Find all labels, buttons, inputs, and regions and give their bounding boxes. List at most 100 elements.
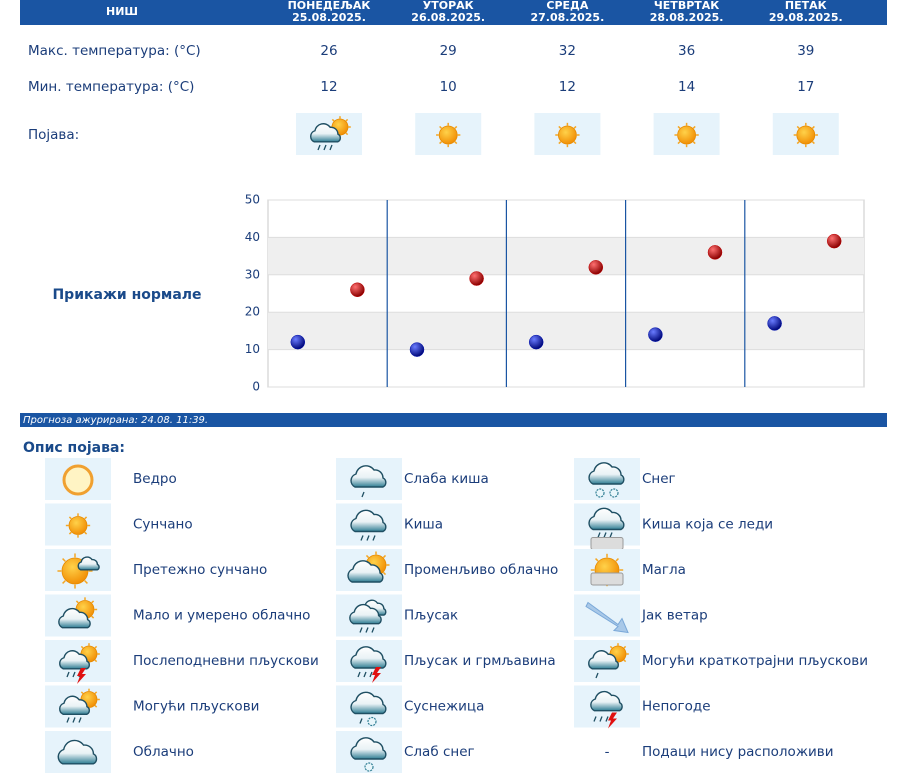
legend-label: Могући краткотрајни пљускови xyxy=(642,653,868,669)
rain xyxy=(371,627,375,633)
weather-icon xyxy=(574,458,640,500)
legend-label: Претежно сунчано xyxy=(133,562,267,578)
y-tick-label: 30 xyxy=(245,267,260,281)
sun-ray xyxy=(91,615,95,619)
header-bar xyxy=(20,0,887,25)
legend-label: Подаци нису расположиви xyxy=(642,744,833,760)
cloud xyxy=(77,556,100,571)
rain xyxy=(359,627,363,633)
plot-area xyxy=(267,199,865,388)
cloud xyxy=(590,690,623,712)
legend-label: Снег xyxy=(642,471,676,487)
rain xyxy=(78,717,82,723)
sun-ray xyxy=(623,645,627,649)
weather-icon xyxy=(772,113,839,155)
sun-ray xyxy=(382,571,387,576)
cloud xyxy=(588,507,625,531)
sun-ray xyxy=(811,125,815,129)
legend-label: Суснежица xyxy=(404,699,484,715)
legend-label: Киша која се леди xyxy=(642,517,773,533)
sun-ray xyxy=(439,141,443,145)
sun-ray xyxy=(573,125,577,129)
legend-label: Пљусак и грмљавина xyxy=(404,653,556,669)
cloud xyxy=(59,650,90,670)
legend-label: Ведро xyxy=(133,471,177,487)
cloud xyxy=(58,607,91,629)
sun xyxy=(677,125,696,145)
sun-ray xyxy=(558,125,562,129)
rain xyxy=(372,535,376,541)
row-label: Макс. температура: (°C) xyxy=(28,43,201,59)
weather-icon xyxy=(45,685,111,728)
sun-ray xyxy=(796,125,800,129)
sun-ray xyxy=(94,704,98,708)
min-temp: 10 xyxy=(440,79,457,95)
min-point xyxy=(767,316,782,331)
legend-label: Магла xyxy=(642,562,686,578)
sun-ray xyxy=(382,554,387,559)
weather-icon xyxy=(45,640,111,684)
max-temp: 29 xyxy=(440,43,457,59)
row-label: Појава: xyxy=(28,127,79,143)
rain xyxy=(359,718,363,724)
rain xyxy=(597,532,601,538)
min-temp: 12 xyxy=(559,79,576,95)
sun-ray xyxy=(91,600,95,604)
day-date: 28.08.2025. xyxy=(650,11,724,24)
cloud xyxy=(350,465,387,488)
max-temp: 26 xyxy=(320,43,337,59)
rain xyxy=(360,535,364,541)
min-point xyxy=(290,334,306,350)
sun xyxy=(796,125,816,145)
sun-ray xyxy=(615,558,619,562)
day-name: ЧЕТВРТАК xyxy=(654,0,719,12)
sun-ray xyxy=(595,558,599,562)
min-temp: 12 xyxy=(320,79,337,95)
bolt xyxy=(608,712,617,729)
rain xyxy=(329,144,333,151)
cloud xyxy=(347,560,384,583)
icon-box xyxy=(574,594,640,637)
legend-label: Непогоде xyxy=(642,699,711,715)
legend-label: Слаб снег xyxy=(404,744,475,760)
fog xyxy=(590,572,624,586)
rain xyxy=(363,671,367,678)
rain xyxy=(317,144,321,151)
rain xyxy=(595,672,599,679)
weather-icon xyxy=(574,685,640,729)
min-point xyxy=(528,334,544,350)
sun-ray xyxy=(331,118,335,122)
cloud xyxy=(350,646,387,669)
sun-ray xyxy=(454,125,458,129)
sun-ray xyxy=(80,691,84,695)
min-point xyxy=(648,327,663,342)
bolt xyxy=(372,667,381,683)
weather-icon xyxy=(336,458,402,500)
grid-band xyxy=(268,237,864,275)
rain xyxy=(66,717,70,723)
legend-label: Могући пљускови xyxy=(133,699,259,715)
max-point xyxy=(350,282,365,298)
weather-icon xyxy=(45,549,111,591)
update-bar xyxy=(20,413,887,427)
normals-link[interactable]: Прикажи нормале xyxy=(52,287,201,303)
cloud xyxy=(588,462,625,485)
rain xyxy=(599,716,603,722)
cloud xyxy=(349,603,382,625)
row-label: Мин. температура: (°C) xyxy=(28,79,194,95)
day-name: СРЕДА xyxy=(546,0,588,12)
max-point xyxy=(826,233,842,249)
day-name: ПЕТАК xyxy=(785,0,827,12)
y-tick-label: 40 xyxy=(245,230,260,244)
day-date: 25.08.2025. xyxy=(292,11,366,24)
weather-icon xyxy=(574,594,640,637)
rain xyxy=(609,532,613,538)
legend-label: Пљусак xyxy=(404,608,458,624)
weather-icon xyxy=(336,594,402,637)
chart: 0 10 20 30 40 50 xyxy=(245,193,865,394)
max-point xyxy=(707,245,723,260)
weather-icon xyxy=(336,731,402,773)
rain xyxy=(365,627,369,633)
rain xyxy=(72,671,76,678)
